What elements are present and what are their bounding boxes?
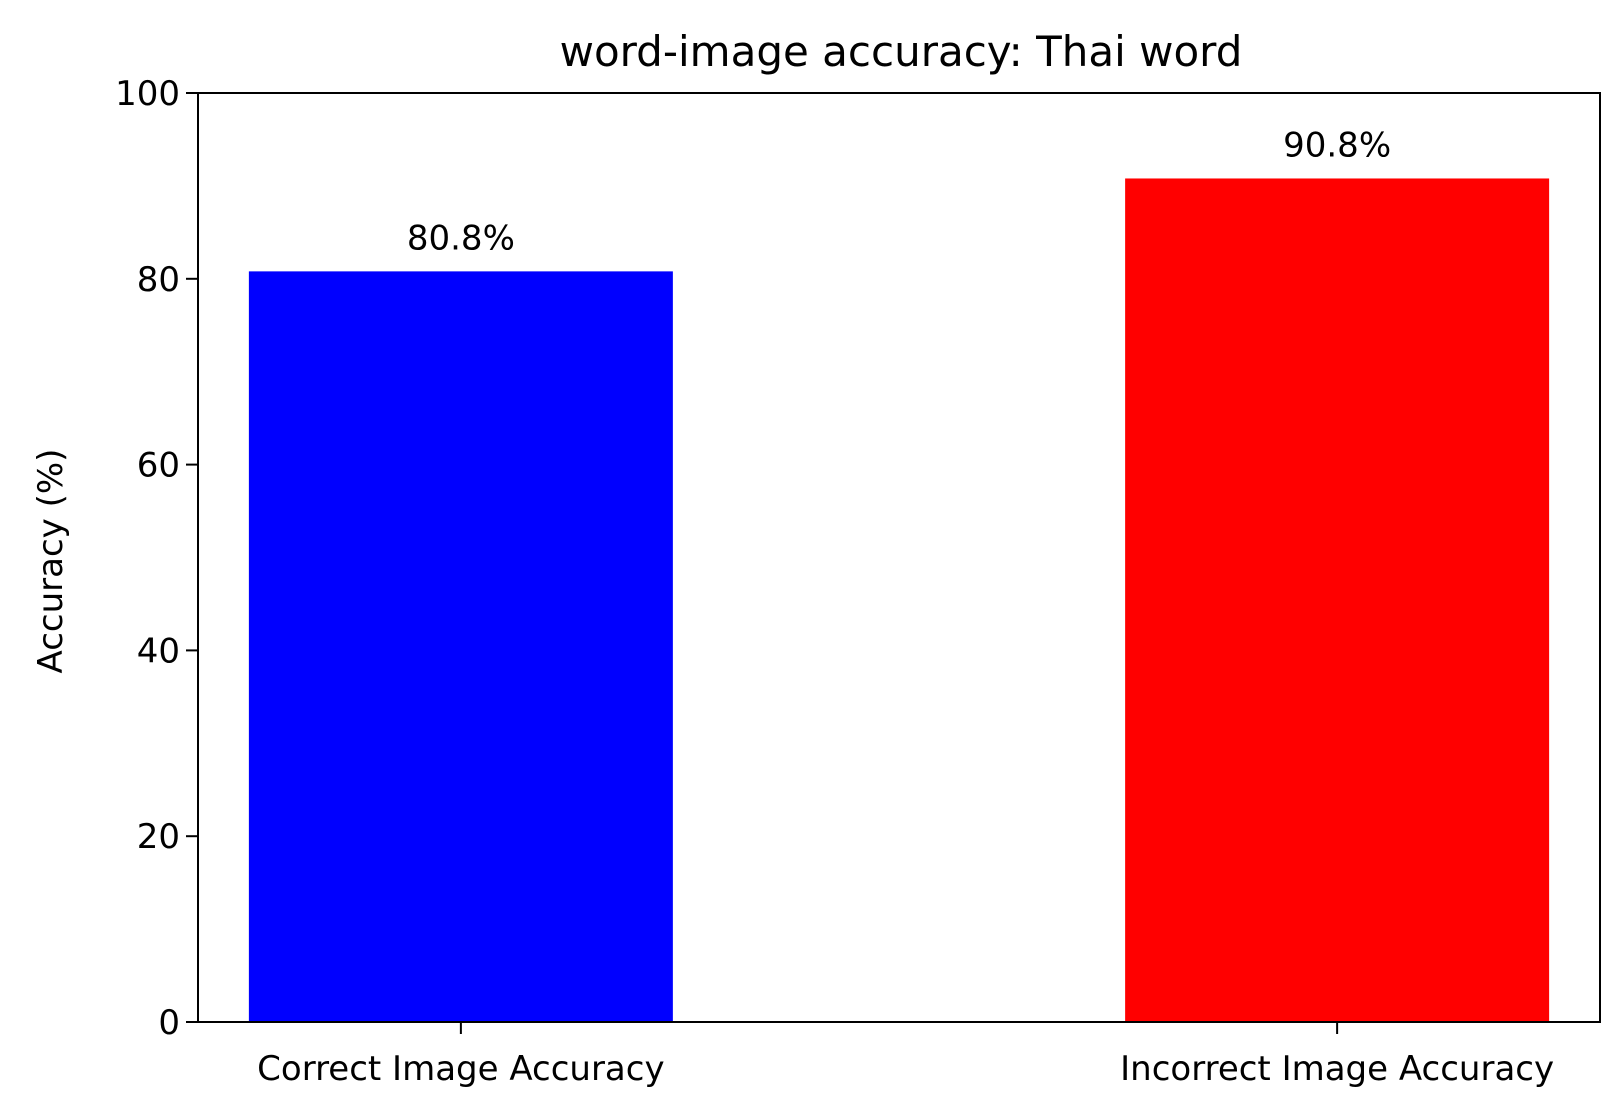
bar-value-label: 80.8%: [407, 218, 515, 258]
x-axis-ticks: Correct Image Accuracy Incorrect Image Ac…: [257, 1022, 1554, 1089]
chart-title: word-image accuracy: Thai word: [560, 27, 1243, 76]
bar: [1125, 178, 1550, 1022]
y-axis-label: Accuracy (%): [31, 449, 71, 674]
y-tick-label: 0: [158, 1003, 180, 1043]
plot-frame: [197, 92, 1601, 1023]
x-tick-label: Incorrect Image Accuracy: [1120, 1049, 1554, 1089]
bar-value-label: 90.8%: [1283, 125, 1391, 165]
y-tick-label: 60: [137, 446, 180, 486]
bar: [248, 271, 673, 1022]
bars-group: [248, 178, 1550, 1022]
x-tick-label: Correct Image Accuracy: [257, 1049, 664, 1089]
y-tick-label: 100: [115, 74, 180, 114]
y-tick-label: 40: [137, 631, 180, 671]
data-labels-group: 80.8% 90.8%: [407, 125, 1391, 258]
y-tick-label: 80: [137, 260, 180, 300]
y-axis-ticks: 0 20 40 60 80 100: [115, 74, 198, 1043]
y-tick-label: 20: [137, 817, 180, 857]
